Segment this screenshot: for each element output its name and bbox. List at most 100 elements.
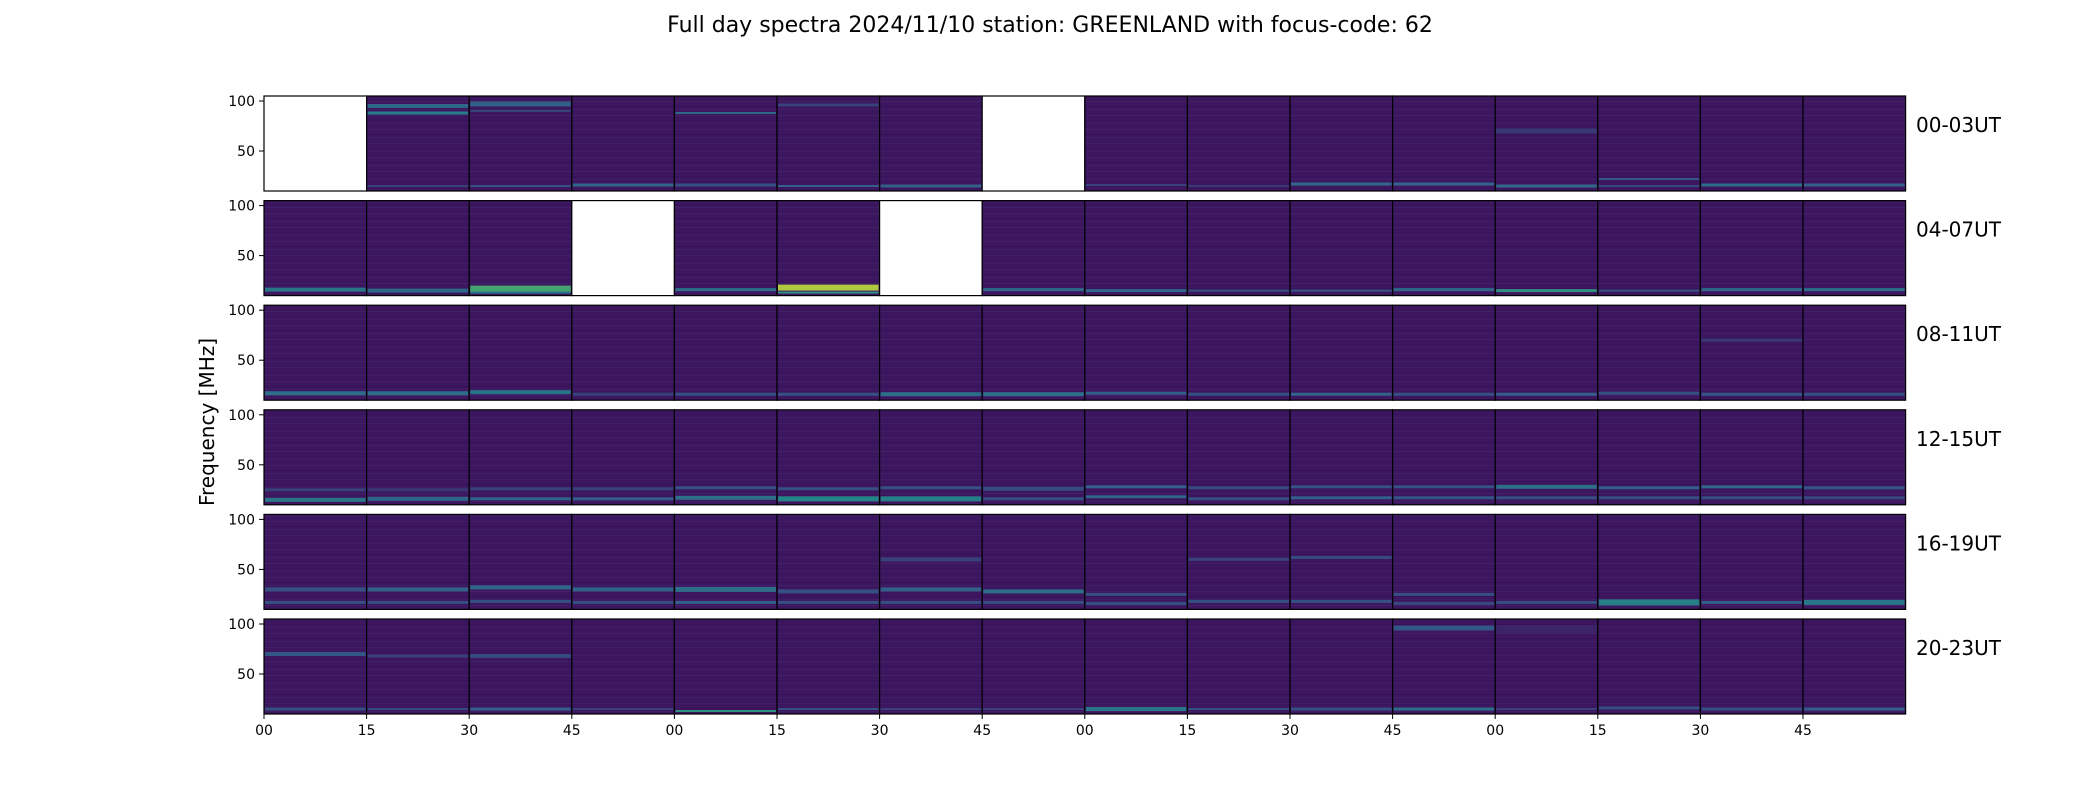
spectrum-panel <box>1391 513 1496 611</box>
signal-band <box>1393 392 1495 396</box>
spectrum-panel <box>1597 618 1702 715</box>
spectra-row: 50 100 08-11UT <box>228 303 2002 401</box>
signal-band <box>1291 182 1392 186</box>
spectrum-panel <box>776 409 881 506</box>
spectrum-panel <box>1289 409 1394 506</box>
signal-band <box>675 112 776 114</box>
signal-band <box>1598 486 1700 490</box>
spectrum-panel <box>673 513 778 611</box>
y-tick-label: 50 <box>237 144 255 160</box>
spectrum-panel <box>878 95 983 192</box>
signal-band <box>470 707 571 711</box>
spectrum-panel <box>1186 618 1291 715</box>
spectrum-panel <box>468 618 573 715</box>
spectrum-panel <box>776 200 881 297</box>
row-time-label: 08-11UT <box>1916 322 2002 346</box>
signal-band <box>1188 185 1289 187</box>
spectrum-panel <box>1186 409 1291 506</box>
signal-band <box>470 497 571 501</box>
signal-band <box>1188 708 1289 710</box>
signal-band <box>880 557 982 562</box>
signal-band <box>1291 485 1392 489</box>
signal-band <box>1085 495 1187 499</box>
spectrum-panel <box>1494 95 1599 192</box>
spectrum-panel <box>878 304 983 401</box>
spectrum-panel <box>1494 409 1599 506</box>
row-time-label: 20-23UT <box>1916 636 2002 660</box>
signal-band <box>367 185 469 187</box>
signal-band <box>1701 338 1802 342</box>
signal-band <box>1804 496 1905 500</box>
signal-band <box>1291 289 1392 292</box>
signal-band <box>572 497 674 501</box>
spectrum-panel <box>981 618 1086 715</box>
signal-band <box>1188 486 1289 490</box>
signal-band <box>1804 288 1905 292</box>
x-tick-label: 15 <box>1589 723 1607 739</box>
signal-band <box>265 287 366 292</box>
spectrum-panel <box>1391 304 1496 401</box>
spectrum-panel <box>1597 409 1702 506</box>
signal-band <box>880 708 982 710</box>
spectrum-panel <box>1289 304 1394 401</box>
signal-band <box>470 390 571 395</box>
spectra-row: 50 100 04-07UT <box>228 199 2002 297</box>
signal-band <box>1804 707 1905 711</box>
signal-band <box>470 185 571 187</box>
signal-band <box>1804 486 1905 490</box>
spectrum-panel <box>776 618 881 715</box>
x-tick-label: 00 <box>1076 723 1094 739</box>
signal-band <box>1085 592 1187 596</box>
signal-band <box>778 708 879 710</box>
signal-band <box>1804 183 1905 187</box>
signal-band <box>880 392 982 397</box>
spectrum-panel <box>263 409 368 506</box>
signal-band <box>1085 184 1187 186</box>
signal-band <box>265 587 366 592</box>
signal-band <box>1598 496 1700 500</box>
signal-band <box>1804 392 1905 396</box>
signal-band <box>1496 392 1597 396</box>
spectrum-panel <box>776 95 881 192</box>
signal-band <box>470 654 571 658</box>
x-tick-label: 30 <box>1281 723 1299 739</box>
spectrum-panel <box>981 409 1086 506</box>
signal-band <box>265 652 366 656</box>
signal-band <box>265 488 366 492</box>
y-tick-label: 100 <box>228 303 255 319</box>
signal-band <box>1291 599 1392 603</box>
signal-band <box>572 600 674 604</box>
signal-band <box>880 486 982 490</box>
signal-band <box>880 496 982 502</box>
x-tick-label: 45 <box>1794 723 1812 739</box>
signal-band <box>1393 496 1495 500</box>
spectrum-panel <box>1597 513 1702 611</box>
spectrum-panel <box>1084 304 1189 401</box>
signal-band <box>983 600 1084 604</box>
row-time-label: 12-15UT <box>1916 427 2002 451</box>
y-tick-label: 100 <box>228 94 255 110</box>
signal-band <box>1188 497 1289 501</box>
spectrum-panel <box>263 618 368 715</box>
spectrum-panel <box>1699 618 1804 715</box>
spectrum-panel <box>1084 513 1189 611</box>
spectrum-panel <box>263 200 368 297</box>
signal-band <box>1291 707 1392 711</box>
signal-band <box>367 104 469 108</box>
signal-band <box>675 392 776 396</box>
spectrum-panel <box>468 200 573 297</box>
signal-band <box>1393 485 1495 489</box>
spectrum-panel <box>366 95 470 192</box>
signal-band <box>778 291 879 294</box>
signal-band <box>675 486 776 490</box>
signal-band <box>470 585 571 590</box>
signal-band <box>367 708 469 710</box>
signal-band <box>265 391 366 396</box>
spectrum-panel <box>1802 513 1907 611</box>
spectra-row: 50 100 00-03UT <box>228 94 2002 192</box>
signal-band <box>1393 592 1495 596</box>
signal-band <box>265 707 366 711</box>
spectrum-panel <box>1494 618 1599 715</box>
signal-band <box>572 392 674 396</box>
